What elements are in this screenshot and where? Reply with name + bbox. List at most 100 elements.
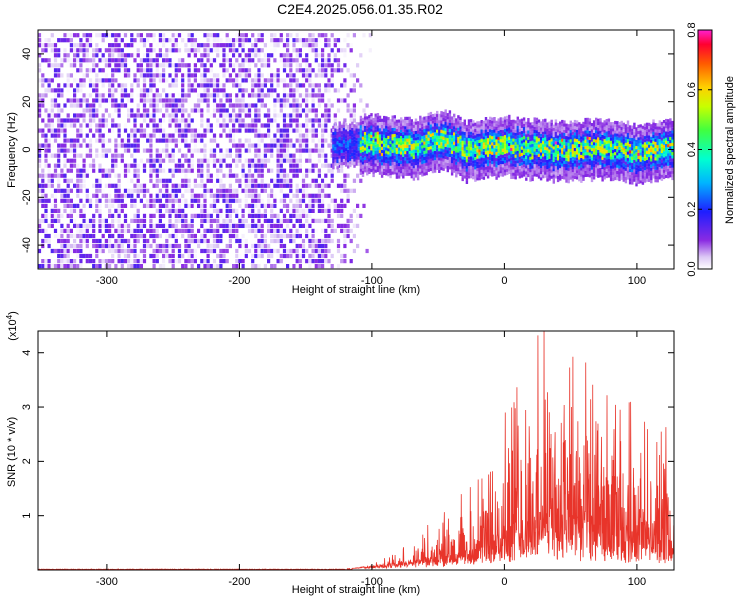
spectrogram-cell [311, 198, 315, 203]
spectrogram-cell [111, 243, 115, 249]
spectrogram-cell [108, 264, 112, 269]
spectrogram-cell [349, 154, 352, 158]
spectrogram-cell [340, 168, 344, 173]
spectrogram-cell [363, 156, 367, 160]
spectrogram-cell [219, 233, 223, 239]
spectrogram-cell [419, 140, 422, 144]
spectrogram-cell [444, 156, 447, 160]
spectrogram-cell [393, 149, 396, 153]
spectrogram-cell [232, 108, 236, 113]
spectrogram-cell [193, 68, 197, 73]
spectrogram-cell [76, 264, 80, 269]
spectrogram-cell [387, 117, 390, 121]
spectrogram-cell [463, 150, 466, 154]
spectrogram-cell [332, 144, 335, 148]
spectrogram-cell [114, 193, 118, 198]
spectrogram-cell [368, 130, 371, 134]
spectrogram-cell [41, 43, 45, 48]
spectrogram-cell [114, 163, 118, 168]
spectrogram-cell [380, 165, 384, 169]
spectrogram-cell [50, 133, 54, 138]
spectrogram-cell [197, 98, 201, 103]
spectrogram-cell [212, 103, 217, 108]
spectrogram-cell [247, 163, 252, 168]
spectrogram-cell [378, 125, 382, 129]
spectrogram-cell [104, 193, 108, 198]
spectrogram-cell [286, 218, 290, 223]
spectrogram-cell [82, 163, 86, 168]
spectrogram-cell [489, 153, 492, 158]
spectrogram-cell [187, 73, 191, 78]
spectrogram-cell [402, 159, 405, 163]
spectrogram-cell [95, 98, 99, 103]
spectrogram-cell [486, 166, 490, 170]
spectrogram-cell [187, 78, 191, 83]
spectrogram-cell [279, 143, 283, 148]
spectrogram-cell [408, 132, 411, 136]
spectrogram-cell [50, 218, 54, 223]
spectrogram-cell [171, 103, 175, 108]
spectrogram-cell [260, 173, 264, 178]
spectrogram-cell [387, 123, 390, 127]
spectrogram-cell [387, 145, 390, 149]
spectrogram-cell [317, 103, 321, 108]
spectrogram-cell [374, 135, 377, 139]
spectrogram-cell [136, 213, 140, 218]
spectrogram-cell [421, 164, 424, 168]
spectrogram-cell [44, 43, 48, 48]
spectrogram-cell [212, 113, 217, 118]
spectrogram-cell [254, 138, 258, 143]
spectrogram-cell [209, 33, 213, 38]
spectrogram-cell [197, 128, 201, 133]
spectrogram-cell [414, 162, 418, 166]
spectrogram-cell [123, 228, 128, 233]
spectrogram-cell [450, 163, 454, 167]
spectrogram-cell [522, 157, 526, 161]
spectrogram-cell [120, 223, 124, 228]
spectrogram-cell [404, 169, 407, 173]
spectrogram-cell [111, 123, 115, 128]
spectrogram-cell [101, 78, 105, 83]
spectrogram-cell [238, 38, 242, 43]
spectrogram-cell [57, 128, 61, 133]
spectrogram-cell [478, 142, 481, 147]
spectrogram-cell [499, 154, 502, 158]
spectrogram-cell [465, 165, 469, 169]
spectrogram-cell [38, 78, 42, 83]
spectrogram-cell [372, 173, 375, 178]
spectrogram-cell [184, 133, 188, 138]
spectrogram-cell [343, 228, 347, 233]
spectrogram-cell [228, 193, 232, 198]
spectrogram-cell [453, 129, 456, 133]
spectrogram-cell [244, 248, 248, 254]
spectrogram-cell [436, 160, 439, 164]
spectrogram-cell [241, 243, 245, 249]
spectrogram-cell [499, 117, 502, 121]
spectrogram-cell [493, 151, 496, 155]
spectrogram-cell [123, 223, 128, 228]
spectrogram-cell [66, 148, 70, 153]
spectrogram-cell [69, 33, 73, 38]
spectrogram-cell [506, 150, 509, 154]
spectrogram-cell [438, 166, 441, 170]
spectrogram-cell [301, 38, 306, 43]
spectrogram-cell [349, 157, 352, 161]
spectrogram-cell [88, 248, 93, 254]
spectrogram-cell [408, 154, 411, 158]
spectrogram-cell [210, 269, 213, 273]
spectrogram-cell [257, 98, 261, 103]
spectrogram-cell [63, 83, 67, 88]
spectrogram-cell [314, 113, 318, 118]
spectrogram-cell [446, 119, 449, 123]
spectrogram-cell [289, 213, 293, 218]
spectrogram-cell [351, 140, 354, 144]
spectrogram-cell [273, 269, 276, 273]
spectrogram-cell [146, 269, 149, 273]
spectrogram-cell [324, 163, 328, 168]
spectrogram-cell [50, 118, 54, 123]
spectrogram-cell [69, 213, 73, 218]
spectrogram-cell [450, 119, 454, 123]
spectrogram-cell [366, 138, 369, 142]
spectrogram-cell [276, 148, 280, 153]
spectrogram-cell [442, 149, 445, 153]
